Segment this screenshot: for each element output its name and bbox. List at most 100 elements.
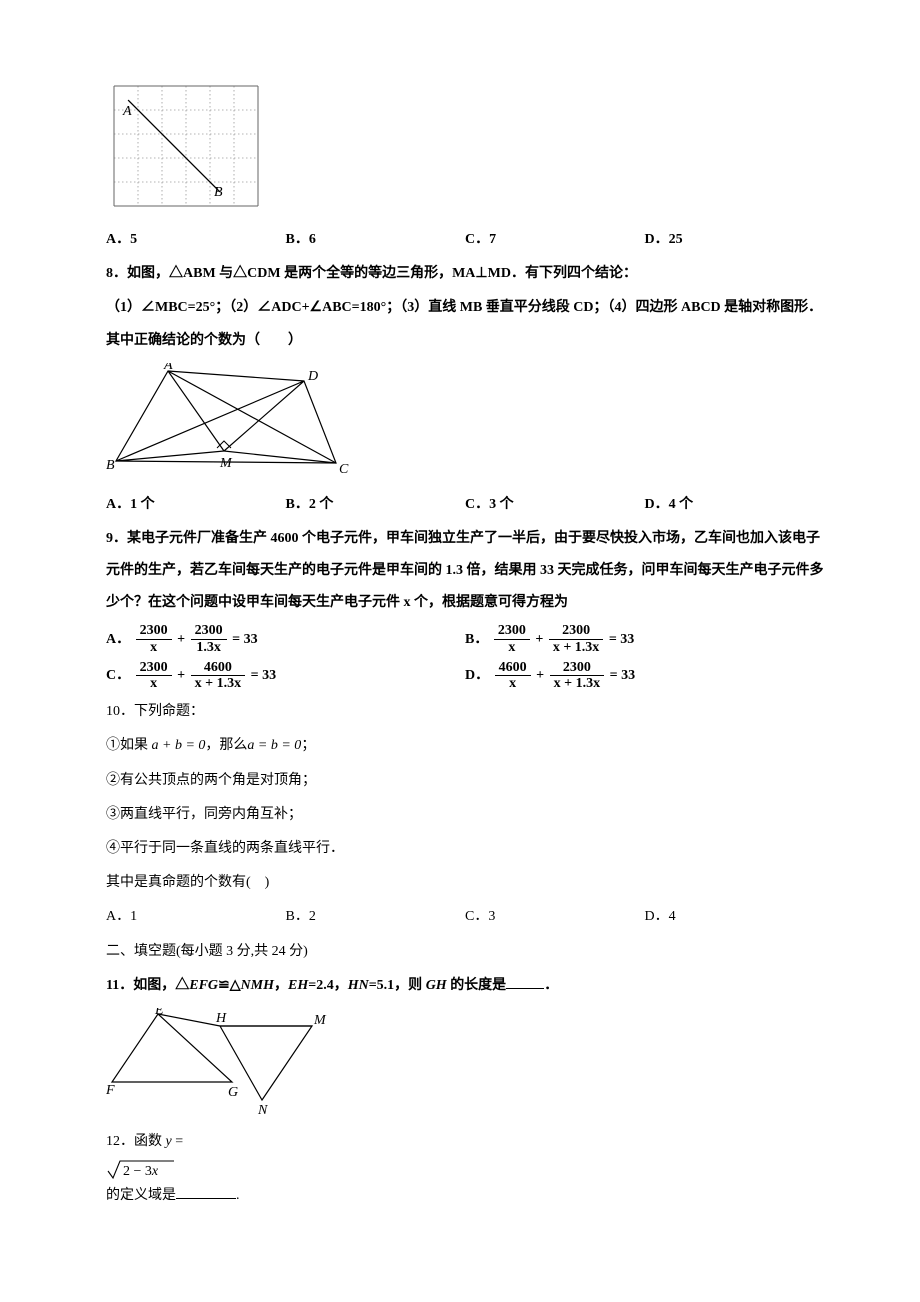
choice-key: A [106,909,116,924]
svg-text:N: N [257,1103,268,1118]
text: ． [544,978,558,993]
fraction-den: x [494,640,530,655]
fill-blank [176,1187,236,1200]
text: 的长度是 [447,978,507,993]
fraction-num: 2300 [549,623,603,639]
segment: EH [288,978,308,993]
q11-stem: 11．如图，△EFG≌△NMH，EH=2.4，HN=5.1，则 GH 的长度是． [106,970,824,1002]
formula: a = b = 0 [247,738,301,753]
choice-key: A [106,232,116,247]
svg-text:A: A [122,104,132,119]
q7-choice-b: B．6 [286,224,466,256]
q8-choice-c: C．3 个 [465,489,645,521]
q8-choice-b: B．2 个 [286,489,466,521]
q7-grid-figure: AB [106,78,824,216]
choice-key: A [106,632,116,647]
q10-item2: ②有公共顶点的两个角是对顶角； [106,765,824,797]
q8-stem-line2: （1）∠MBC=25°；（2）∠ADC+∠ABC=180°；（3）直线 MB 垂… [106,292,824,356]
choice-val: 7 [489,232,496,247]
q9-choice-a: A． 2300x + 23001.3x = 33 [106,622,465,658]
fraction-num: 4600 [191,660,245,676]
section2-header: 二、填空题(每小题 3 分,共 24 分) [106,936,824,968]
q7-choice-c: C．7 [465,224,645,256]
q7-choice-a: A．5 [106,224,286,256]
svg-text:B: B [214,185,223,200]
svg-text:E: E [154,1008,164,1018]
choice-key: D [645,497,655,512]
choice-key: B [286,232,295,247]
fraction-num: 2300 [136,660,172,676]
q10-choice-d: D．4 [645,901,825,933]
eq-rhs: 33 [262,668,276,683]
text: 11．如图，△ [106,978,189,993]
text: = [172,1134,183,1149]
choice-val: 1 个 [130,497,155,512]
q10-choice-c: C．3 [465,901,645,933]
congruence: ≌△ [218,978,241,993]
segment: GH [426,978,447,993]
q9-choices-row1: A． 2300x + 23001.3x = 33 B． 2300x + 2300… [106,622,824,658]
text: ，那么 [205,738,247,753]
q12-stem: 12．函数 y = 2 − 3x 的定义域是. [106,1126,824,1212]
fraction-den: x + 1.3x [549,640,603,655]
text: ； [301,738,315,753]
text: . [236,1188,240,1203]
q11-figure: EFGHMN [106,1008,824,1118]
q9-choices-row2: C． 2300x + 4600x + 1.3x = 33 D． 4600x + … [106,658,824,694]
fraction-den: x [136,640,172,655]
fraction-num: 2300 [136,623,172,639]
q9-choice-c: C． 2300x + 4600x + 1.3x = 33 [106,658,465,694]
svg-text:M: M [219,456,233,471]
choice-key: D [645,909,655,924]
triangle2: NMH [241,978,274,993]
choice-key: D [645,232,655,247]
fraction-den: x [495,676,531,691]
formula: a + b = 0 [152,738,206,753]
choice-val: 4 [669,909,676,924]
q9-choice-b: B． 2300x + 2300x + 1.3x = 33 [465,622,824,658]
fraction-num: 4600 [495,660,531,676]
svg-text:C: C [339,462,349,477]
choice-val: 3 [488,909,495,924]
eq-rhs: 33 [244,632,258,647]
q9-choice-d: D． 4600x + 2300x + 1.3x = 33 [465,658,824,694]
q8-choice-d: D．4 个 [645,489,825,521]
q10-item1: ①如果 a + b = 0，那么a = b = 0； [106,730,824,762]
svg-text:D: D [307,369,318,384]
q9-stem: 9．某电子元件厂准备生产 4600 个电子元件，甲车间独立生产了一半后，由于要尽… [106,523,824,620]
q10-stem: 10．下列命题： [106,696,824,728]
choice-val: 2 个 [309,497,334,512]
svg-text:H: H [215,1011,227,1026]
q10-item3: ③两直线平行，同旁内角互补； [106,799,824,831]
q10-choices: A．1 B．2 C．3 D．4 [106,901,824,933]
choice-key: C [465,497,475,512]
svg-text:A: A [163,363,173,373]
choice-key: C [465,909,474,924]
svg-text:G: G [228,1085,238,1100]
choice-key: B [286,909,295,924]
q8-choice-a: A．1 个 [106,489,286,521]
q10-ask: 其中是真命题的个数有( ) [106,867,824,899]
choice-key: C [465,232,475,247]
eq-rhs: 33 [621,668,635,683]
choice-val: 25 [669,232,683,247]
text: 的定义域是 [106,1188,176,1203]
fraction-den: x [136,676,172,691]
segment: HN [348,978,369,993]
choice-val: 4 个 [669,497,694,512]
fraction-den: x + 1.3x [191,676,245,691]
text: ， [274,978,288,993]
choice-key: D [465,668,475,683]
q8-choices: A．1 个 B．2 个 C．3 个 D．4 个 [106,489,824,521]
q8-figure: A D B C M [106,363,824,481]
q7-choice-d: D．25 [645,224,825,256]
choice-val: 1 [130,909,137,924]
choice-val: 5 [130,232,137,247]
choice-key: B [286,497,295,512]
fraction-num: 2300 [191,623,227,639]
q10-choice-a: A．1 [106,901,286,933]
q10-item4: ④平行于同一条直线的两条直线平行． [106,833,824,865]
fill-blank [506,976,544,989]
svg-text:F: F [106,1083,115,1098]
svg-text:B: B [106,458,115,473]
